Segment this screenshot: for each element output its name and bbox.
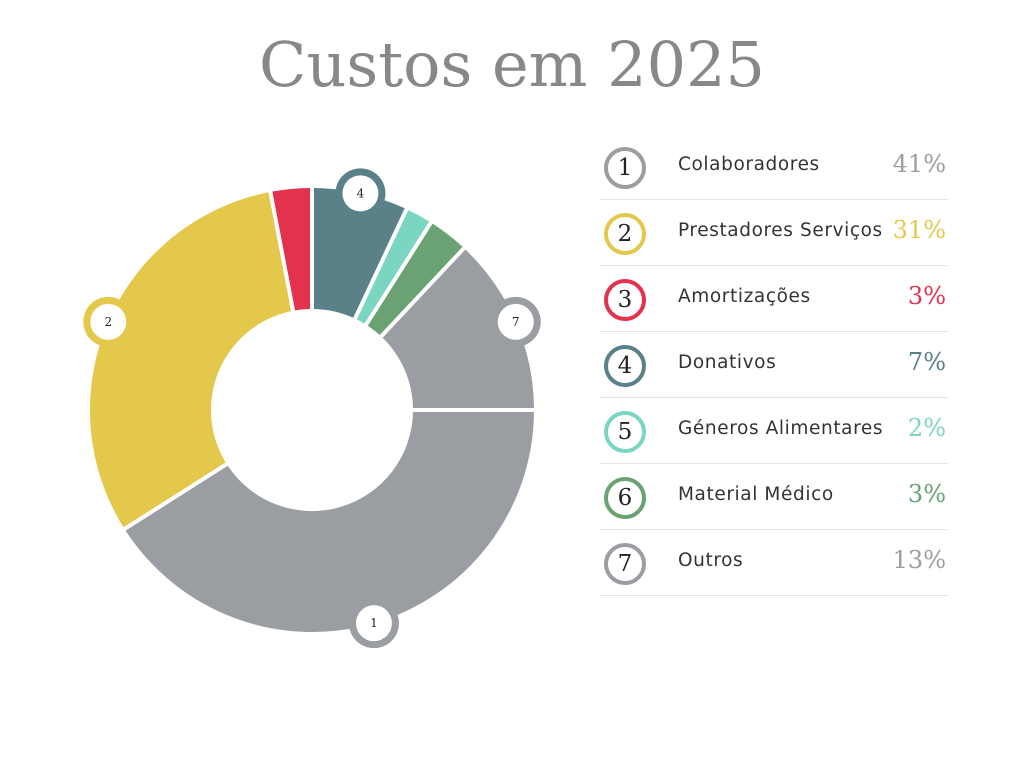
legend-percentage: 13% bbox=[892, 546, 946, 574]
slice-marker-fill bbox=[342, 175, 379, 212]
legend-number-badge: 2 bbox=[604, 213, 646, 255]
slice-marker-label: 7 bbox=[512, 315, 520, 329]
donut-chart: 1 2 4 7 bbox=[83, 168, 541, 649]
legend-number-badge: 1 bbox=[604, 147, 646, 189]
legend-label: Amortizações bbox=[678, 286, 811, 307]
page-title: Custos em 2025 bbox=[259, 28, 765, 101]
legend-number-badge: 4 bbox=[604, 345, 646, 387]
legend-percentage: 31% bbox=[892, 216, 946, 244]
legend-percentage: 2% bbox=[907, 414, 946, 442]
legend-item: 5 Géneros Alimentares 2% bbox=[600, 398, 948, 464]
slice-marker-label: 2 bbox=[104, 315, 112, 329]
legend-number-badge: 6 bbox=[604, 477, 646, 519]
slice-marker-label: 4 bbox=[357, 186, 365, 200]
legend-number-badge: 7 bbox=[604, 543, 646, 585]
donut-slice-3 bbox=[272, 188, 310, 311]
legend-item: 2 Prestadores Serviços 31% bbox=[600, 200, 948, 266]
slice-markers: 1 2 4 7 bbox=[83, 168, 541, 649]
donut-slice-7 bbox=[382, 249, 534, 408]
legend-item: 3 Amortizações 3% bbox=[600, 266, 948, 332]
donut-slice-4 bbox=[314, 188, 405, 318]
slice-marker-label: 1 bbox=[370, 616, 378, 630]
legend-number-badge: 3 bbox=[604, 279, 646, 321]
slice-marker-fill bbox=[355, 605, 392, 642]
slice-marker-fill bbox=[90, 303, 127, 340]
legend-label: Colaboradores bbox=[678, 154, 820, 175]
legend-item: 6 Material Médico 3% bbox=[600, 464, 948, 530]
donut-slice-2 bbox=[89, 192, 292, 528]
donut-slices bbox=[89, 188, 534, 633]
legend-number-badge: 5 bbox=[604, 411, 646, 453]
legend-label: Géneros Alimentares bbox=[678, 418, 884, 439]
legend-label: Donativos bbox=[678, 352, 777, 373]
donut-slice-1 bbox=[125, 412, 534, 633]
legend-label: Outros bbox=[678, 550, 744, 571]
legend-item: 4 Donativos 7% bbox=[600, 332, 948, 398]
legend-item: 1 Colaboradores 41% bbox=[600, 134, 948, 200]
slice-marker-4: 4 bbox=[335, 168, 386, 219]
donut-slice-6 bbox=[367, 223, 463, 336]
legend: 1 Colaboradores 41% 2 Prestadores Serviç… bbox=[600, 134, 948, 596]
legend-percentage: 41% bbox=[892, 150, 946, 178]
slice-marker-fill bbox=[497, 303, 534, 340]
legend-percentage: 3% bbox=[907, 282, 946, 310]
legend-item: 7 Outros 13% bbox=[600, 530, 948, 596]
legend-label: Prestadores Serviços bbox=[678, 220, 883, 241]
legend-percentage: 3% bbox=[907, 480, 946, 508]
slice-marker-2: 2 bbox=[83, 296, 134, 347]
donut-slice-5 bbox=[356, 209, 430, 324]
legend-label: Material Médico bbox=[678, 484, 834, 505]
slice-marker-7: 7 bbox=[490, 296, 541, 347]
slice-marker-1: 1 bbox=[348, 598, 399, 649]
legend-percentage: 7% bbox=[907, 348, 946, 376]
